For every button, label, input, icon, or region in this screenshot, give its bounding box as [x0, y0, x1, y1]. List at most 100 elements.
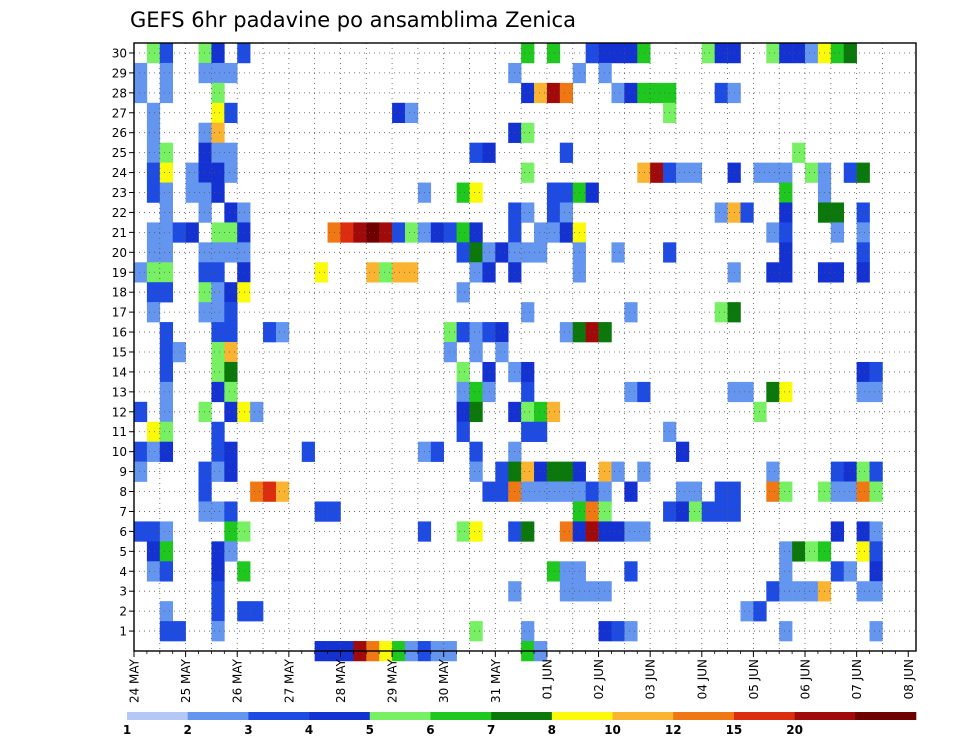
heatmap-cell — [637, 381, 651, 403]
heatmap-cell — [805, 43, 819, 64]
heatmap-cell — [675, 162, 690, 183]
heatmap-cell — [521, 421, 535, 442]
heatmap-cell — [237, 202, 251, 223]
heatmap-cell — [211, 501, 225, 522]
heatmap-cell — [766, 262, 780, 283]
heatmap-cell — [469, 262, 483, 283]
heatmap-cell — [146, 122, 161, 143]
heatmap-cell — [559, 561, 574, 582]
x-tick-label: 05 JUN — [747, 659, 761, 699]
heatmap-cell — [843, 162, 857, 183]
heatmap-cell — [159, 601, 174, 622]
heatmap-cell — [766, 481, 780, 502]
heatmap-cell — [430, 222, 444, 243]
heatmap-cell — [404, 102, 419, 124]
heatmap-cell — [237, 401, 251, 423]
heatmap-cell — [224, 441, 238, 462]
heatmap-cell — [521, 381, 535, 403]
heatmap-cell — [146, 441, 161, 462]
colorbar-swatch — [248, 712, 310, 720]
heatmap-cell — [792, 43, 806, 64]
heatmap-cell — [856, 202, 870, 223]
heatmap-cell — [714, 43, 728, 64]
heatmap-cell — [146, 222, 161, 243]
heatmap-cell — [456, 421, 470, 442]
heatmap-cell — [146, 242, 161, 263]
heatmap-cell — [146, 421, 161, 442]
heatmap-cell — [559, 521, 574, 542]
heatmap-cell — [185, 222, 199, 243]
heatmap-cell — [314, 501, 328, 522]
heatmap-cell — [869, 461, 883, 482]
x-tick-label: 29 MAY — [386, 658, 400, 703]
heatmap-cell — [779, 561, 793, 582]
heatmap-cell — [559, 581, 574, 602]
y-tick-label: 29 — [112, 66, 127, 80]
heatmap-cell — [779, 262, 793, 283]
heatmap-cell — [521, 401, 535, 423]
heatmap-cell — [224, 242, 238, 263]
heatmap-cell — [366, 262, 380, 283]
heatmap-cell — [611, 621, 625, 642]
heatmap-cell — [146, 521, 161, 542]
heatmap-cell — [624, 302, 638, 323]
y-tick-label: 10 — [112, 445, 127, 459]
heatmap-cell — [495, 322, 509, 343]
heatmap-cell — [185, 162, 199, 183]
heatmap-cell — [792, 581, 806, 602]
heatmap-cell — [159, 43, 174, 64]
heatmap-cell — [211, 302, 225, 323]
heatmap-cell — [546, 82, 561, 104]
heatmap-cell — [211, 262, 225, 283]
heatmap-cell — [211, 142, 225, 163]
y-tick-label: 22 — [112, 206, 127, 220]
heatmap-cell — [159, 541, 174, 562]
y-tick-label: 7 — [119, 505, 127, 519]
heatmap-cell — [198, 142, 212, 163]
heatmap-cell — [146, 142, 161, 163]
heatmap-cell — [443, 322, 457, 343]
heatmap-cell — [146, 162, 161, 183]
y-tick-label: 15 — [112, 345, 127, 359]
x-tick-label: 25 MAY — [179, 658, 193, 703]
heatmap-cell — [546, 401, 561, 423]
y-tick-label: 30 — [112, 46, 127, 60]
heatmap-cell — [456, 182, 470, 203]
heatmap-cell — [159, 62, 174, 84]
heatmap-cell — [146, 541, 161, 562]
heatmap-cell — [598, 581, 612, 602]
heatmap-cell — [856, 162, 870, 183]
heatmap-cell — [469, 381, 483, 403]
heatmap-cell — [830, 521, 845, 542]
heatmap-cell — [469, 401, 483, 423]
colorbar-label: 5 — [366, 723, 374, 737]
heatmap-cell — [224, 401, 238, 423]
heatmap-cell — [792, 541, 806, 562]
x-tick-label: 24 MAY — [128, 658, 142, 703]
y-tick-label: 9 — [119, 465, 127, 479]
heatmap-cell — [792, 142, 806, 163]
heatmap-cell — [624, 82, 638, 104]
heatmap-cell — [624, 481, 638, 502]
heatmap-cell — [456, 282, 470, 303]
heatmap-cell — [856, 222, 870, 243]
colorbar-label: 20 — [786, 723, 803, 737]
y-tick-label: 23 — [112, 186, 127, 200]
heatmap-cell — [159, 202, 174, 223]
colorbar-swatch — [369, 712, 431, 720]
heatmap-cell — [495, 342, 509, 363]
heatmap-cell — [224, 102, 238, 124]
heatmap-cell — [843, 461, 857, 482]
colorbar-swatch — [309, 712, 371, 720]
heatmap-cell — [830, 561, 845, 582]
heatmap-cell — [521, 242, 535, 263]
heatmap-cell — [598, 621, 612, 642]
heatmap-cell — [766, 381, 780, 403]
heatmap-cell — [534, 82, 548, 104]
heatmap-cell — [211, 62, 225, 84]
heatmap-cell — [869, 581, 883, 602]
y-tick-label: 21 — [112, 226, 127, 240]
heatmap-cell — [869, 561, 883, 582]
heatmap-cell — [224, 322, 238, 343]
y-tick-label: 17 — [112, 306, 127, 320]
